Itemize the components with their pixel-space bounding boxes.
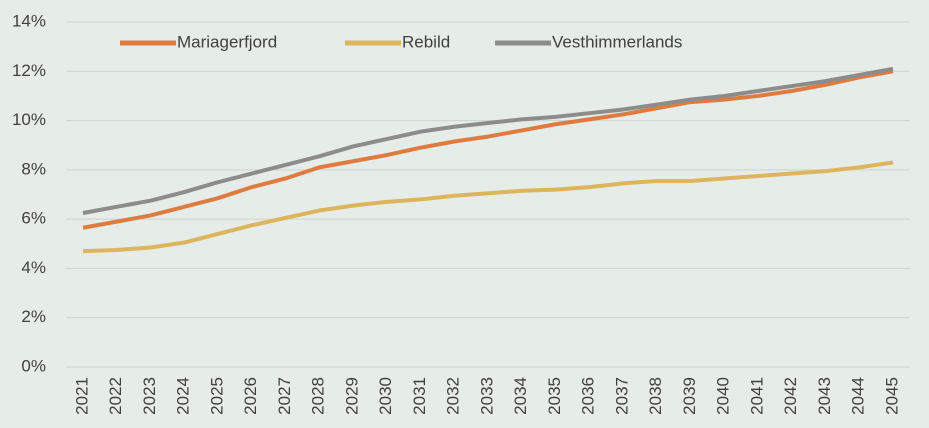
x-tick-label: 2036 [579,377,598,415]
x-tick-label: 2034 [511,377,530,415]
x-tick-label: 2045 [882,377,901,415]
x-tick-label: 2037 [612,377,631,415]
x-tick-label: 2042 [781,377,800,415]
x-tick-label: 2044 [849,377,868,415]
y-tick-label: 12% [12,61,46,80]
x-tick-label: 2027 [275,377,294,415]
x-tick-label: 2033 [477,377,496,415]
x-tick-label: 2032 [444,377,463,415]
x-tick-label: 2030 [376,377,395,415]
x-tick-label: 2022 [106,377,125,415]
x-tick-label: 2029 [342,377,361,415]
x-tick-label: 2026 [241,377,260,415]
y-tick-label: 0% [21,356,46,375]
x-tick-label: 2038 [646,377,665,415]
legend-label: Mariagerfjord [177,32,277,51]
y-tick-label: 10% [12,110,46,129]
x-tick-label: 2043 [815,377,834,415]
y-tick-label: 2% [21,307,46,326]
line [82,160,894,254]
line [82,66,894,215]
x-tick-label: 2024 [174,377,193,415]
y-tick-label: 6% [21,209,46,228]
legend-label: Rebild [402,32,450,51]
x-tick-label: 2039 [680,377,699,415]
x-tick-label: 2031 [410,377,429,415]
line [82,69,894,230]
x-tick-label: 2041 [747,377,766,415]
x-tick-label: 2035 [545,377,564,415]
x-tick-label: 2021 [72,377,91,415]
y-tick-label: 14% [12,11,46,30]
y-tick-label: 8% [21,159,46,178]
legend-label: Vesthimmerlands [552,32,682,51]
x-tick-label: 2040 [714,377,733,415]
x-tick-label: 2028 [309,377,328,415]
y-tick-label: 4% [21,258,46,277]
x-tick-label: 2023 [140,377,159,415]
x-tick-label: 2025 [207,377,226,415]
